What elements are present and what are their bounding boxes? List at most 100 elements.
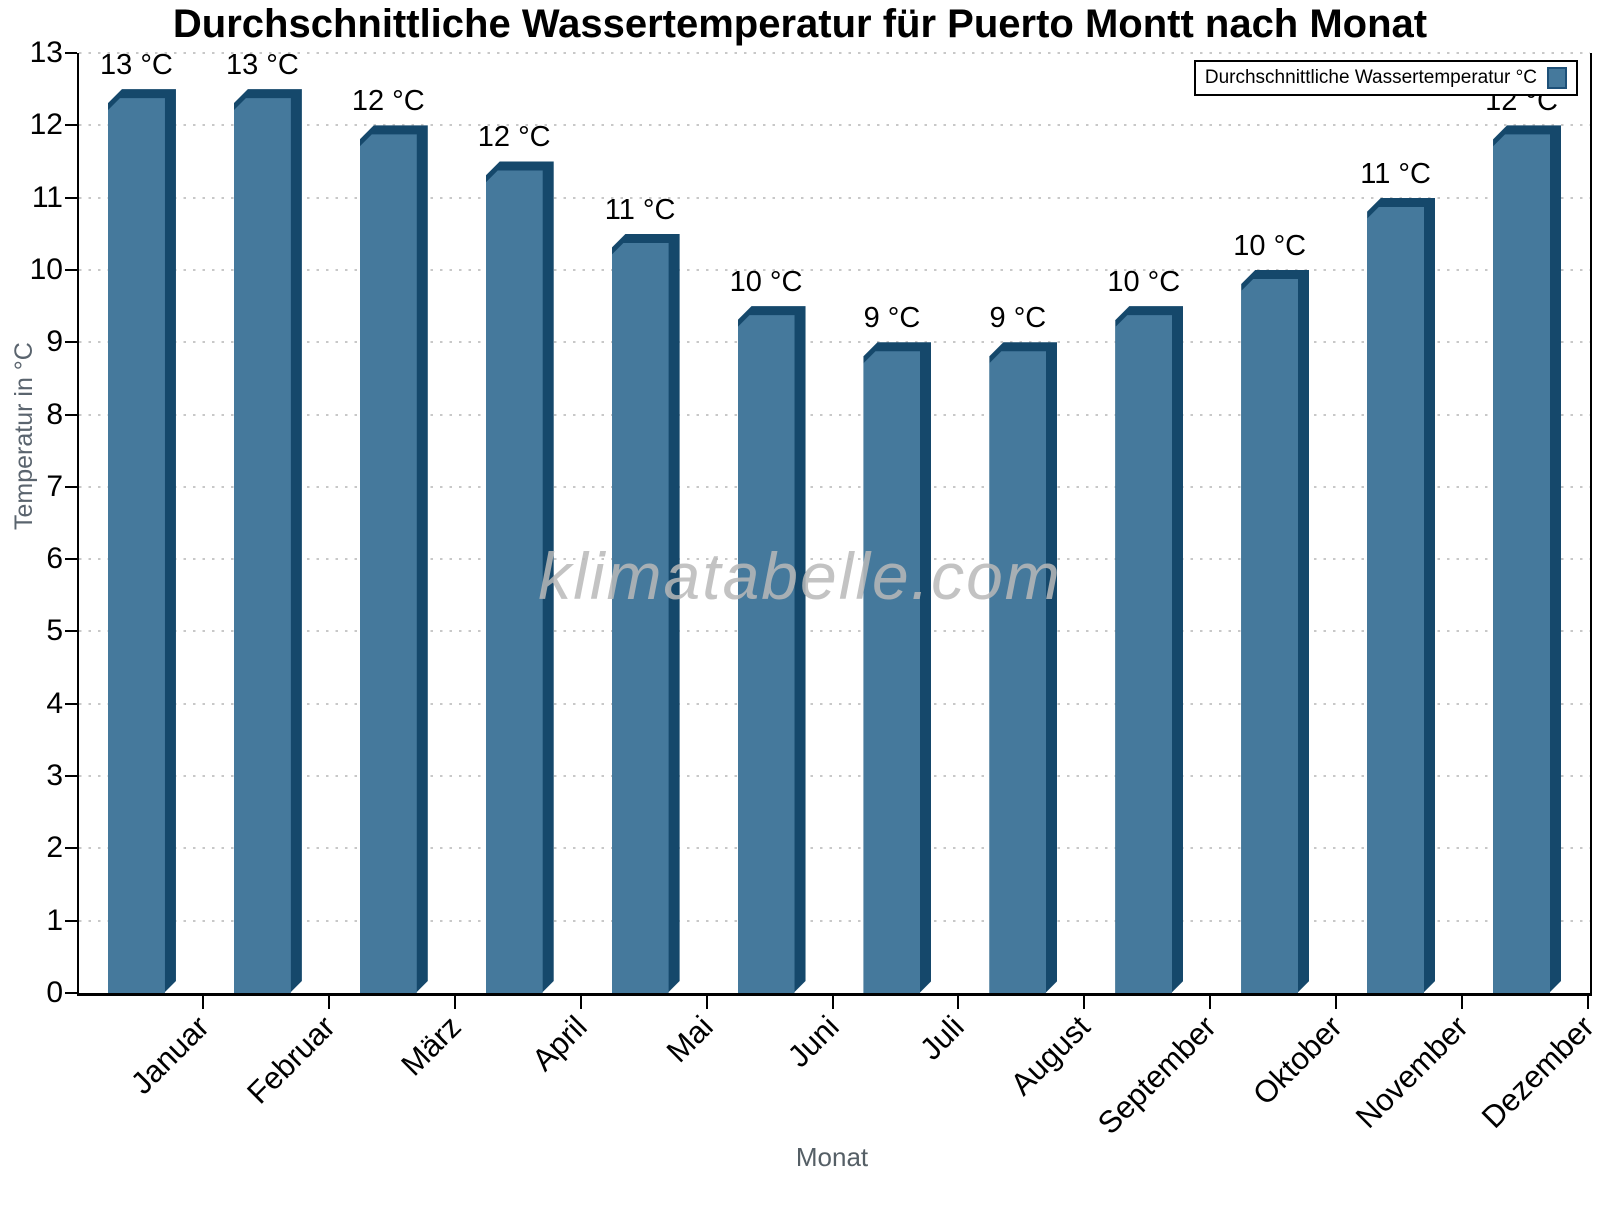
y-tick-label-3: 3 (46, 759, 63, 793)
bar-august (989, 342, 1057, 993)
x-tick-2 (327, 996, 330, 1009)
x-tick-label-januar: Januar (123, 1009, 216, 1101)
bar-face (485, 170, 543, 993)
bar-value-label-februar: 13 °C (225, 49, 299, 82)
bar-face (611, 242, 669, 993)
bar-face (107, 98, 165, 993)
y-tick-8 (65, 413, 77, 416)
gridline-y2 (79, 847, 1590, 850)
bar-value-label-april: 12 °C (477, 121, 551, 154)
bar-face (1115, 315, 1173, 993)
bar-face (989, 351, 1047, 993)
x-tick-label-august: August (1004, 1009, 1098, 1102)
y-tick-label-5: 5 (46, 614, 63, 648)
x-tick-11 (1461, 996, 1464, 1009)
y-tick-5 (65, 630, 77, 633)
legend-swatch (1547, 67, 1567, 89)
y-tick-label-10: 10 (29, 252, 63, 286)
bar-januar (107, 89, 176, 993)
bar-juli (863, 342, 931, 993)
x-tick-9 (1209, 996, 1212, 1009)
gridline-y9 (79, 341, 1590, 344)
y-tick-label-11: 11 (31, 180, 63, 214)
y-tick-10 (65, 268, 77, 271)
gridline-y13 (79, 52, 1590, 54)
gridline-y12 (79, 124, 1590, 127)
gridline-y7 (79, 485, 1590, 488)
y-axis-title: Temperatur in °C (10, 342, 38, 530)
bar-value-label-mai: 11 °C (604, 193, 676, 226)
bar-face (1367, 206, 1425, 993)
bar-face (233, 98, 291, 993)
bar-value-label-juli: 9 °C (863, 302, 921, 335)
y-tick-0 (65, 992, 77, 994)
bar-februar (233, 89, 302, 993)
chart-title: Durchschnittliche Wassertemperatur für P… (172, 2, 1428, 46)
y-tick-label-9: 9 (46, 325, 63, 359)
y-tick-label-1: 1 (46, 903, 63, 937)
x-tick-label-dezember: Dezember (1474, 1009, 1600, 1135)
bar-april (485, 161, 554, 993)
bar-november (1367, 198, 1435, 993)
y-tick-12 (65, 124, 77, 127)
gridline-y5 (79, 630, 1590, 633)
gridline-y4 (79, 702, 1590, 705)
x-tick-1 (201, 996, 204, 1009)
x-tick-label-juni: Juni (780, 1009, 846, 1074)
gridline-y3 (79, 775, 1590, 778)
bar-dezember (1493, 125, 1561, 993)
bar-face (737, 315, 795, 993)
x-tick-label-april: April (524, 1009, 594, 1078)
y-tick-label-13: 13 (29, 36, 63, 69)
x-tick-6 (831, 996, 834, 1009)
legend-label: Durchschnittliche Wassertemperatur °C (1204, 67, 1537, 88)
bar-value-label-september: 10 °C (1107, 266, 1181, 299)
x-tick-5 (705, 996, 708, 1009)
y-tick-label-8: 8 (46, 397, 63, 431)
bar-juni (737, 306, 806, 993)
x-tick-10 (1335, 996, 1338, 1009)
x-axis-title: Monat (795, 1142, 869, 1172)
x-tick-label-oktober: Oktober (1246, 1009, 1349, 1112)
bar-face (359, 134, 417, 993)
bar-märz (359, 125, 428, 993)
gridline-y6 (79, 558, 1590, 561)
x-tick-label-mai: Mai (659, 1009, 720, 1070)
x-tick-7 (957, 996, 960, 1009)
gridline-y1 (79, 919, 1590, 922)
x-tick-label-juli: Juli (913, 1009, 972, 1067)
bar-mai (611, 234, 680, 993)
y-tick-label-12: 12 (29, 108, 63, 142)
y-tick-label-2: 2 (46, 831, 63, 865)
y-tick-11 (65, 196, 77, 199)
x-tick-8 (1083, 996, 1086, 1009)
bar-value-label-juni: 10 °C (729, 266, 803, 299)
y-tick-1 (65, 919, 77, 922)
x-tick-label-märz: März (394, 1009, 468, 1083)
y-tick-7 (65, 485, 77, 488)
bar-face (863, 351, 921, 993)
gridline-y10 (79, 268, 1590, 271)
y-tick-3 (65, 775, 77, 778)
plot-area: 13 °C 13 °C 12 °C 12 °C 11 °C 10 °C 9 °C 9 °C 10… (77, 49, 1592, 996)
bar-september (1115, 306, 1183, 993)
y-tick-2 (65, 847, 77, 850)
y-tick-label-0: 0 (46, 976, 63, 1009)
y-tick-4 (65, 702, 77, 705)
bar-value-label-märz: 12 °C (351, 85, 425, 118)
x-tick-label-september: September (1091, 1009, 1223, 1141)
bar-value-label-november: 11 °C (1360, 157, 1431, 190)
y-tick-13 (65, 52, 77, 54)
bar-face (1493, 134, 1551, 993)
x-tick-4 (579, 996, 582, 1009)
bar-value-label-oktober: 10 °C (1233, 229, 1307, 262)
y-tick-label-7: 7 (46, 469, 63, 503)
y-tick-6 (65, 558, 77, 561)
bar-face (1241, 278, 1299, 993)
legend: Durchschnittliche Wassertemperatur °C (1193, 60, 1578, 96)
y-tick-label-6: 6 (46, 542, 63, 576)
gridline-y8 (79, 413, 1590, 416)
gridline-y11 (79, 196, 1590, 199)
x-tick-label-november: November (1348, 1009, 1475, 1135)
x-tick-3 (453, 996, 456, 1009)
